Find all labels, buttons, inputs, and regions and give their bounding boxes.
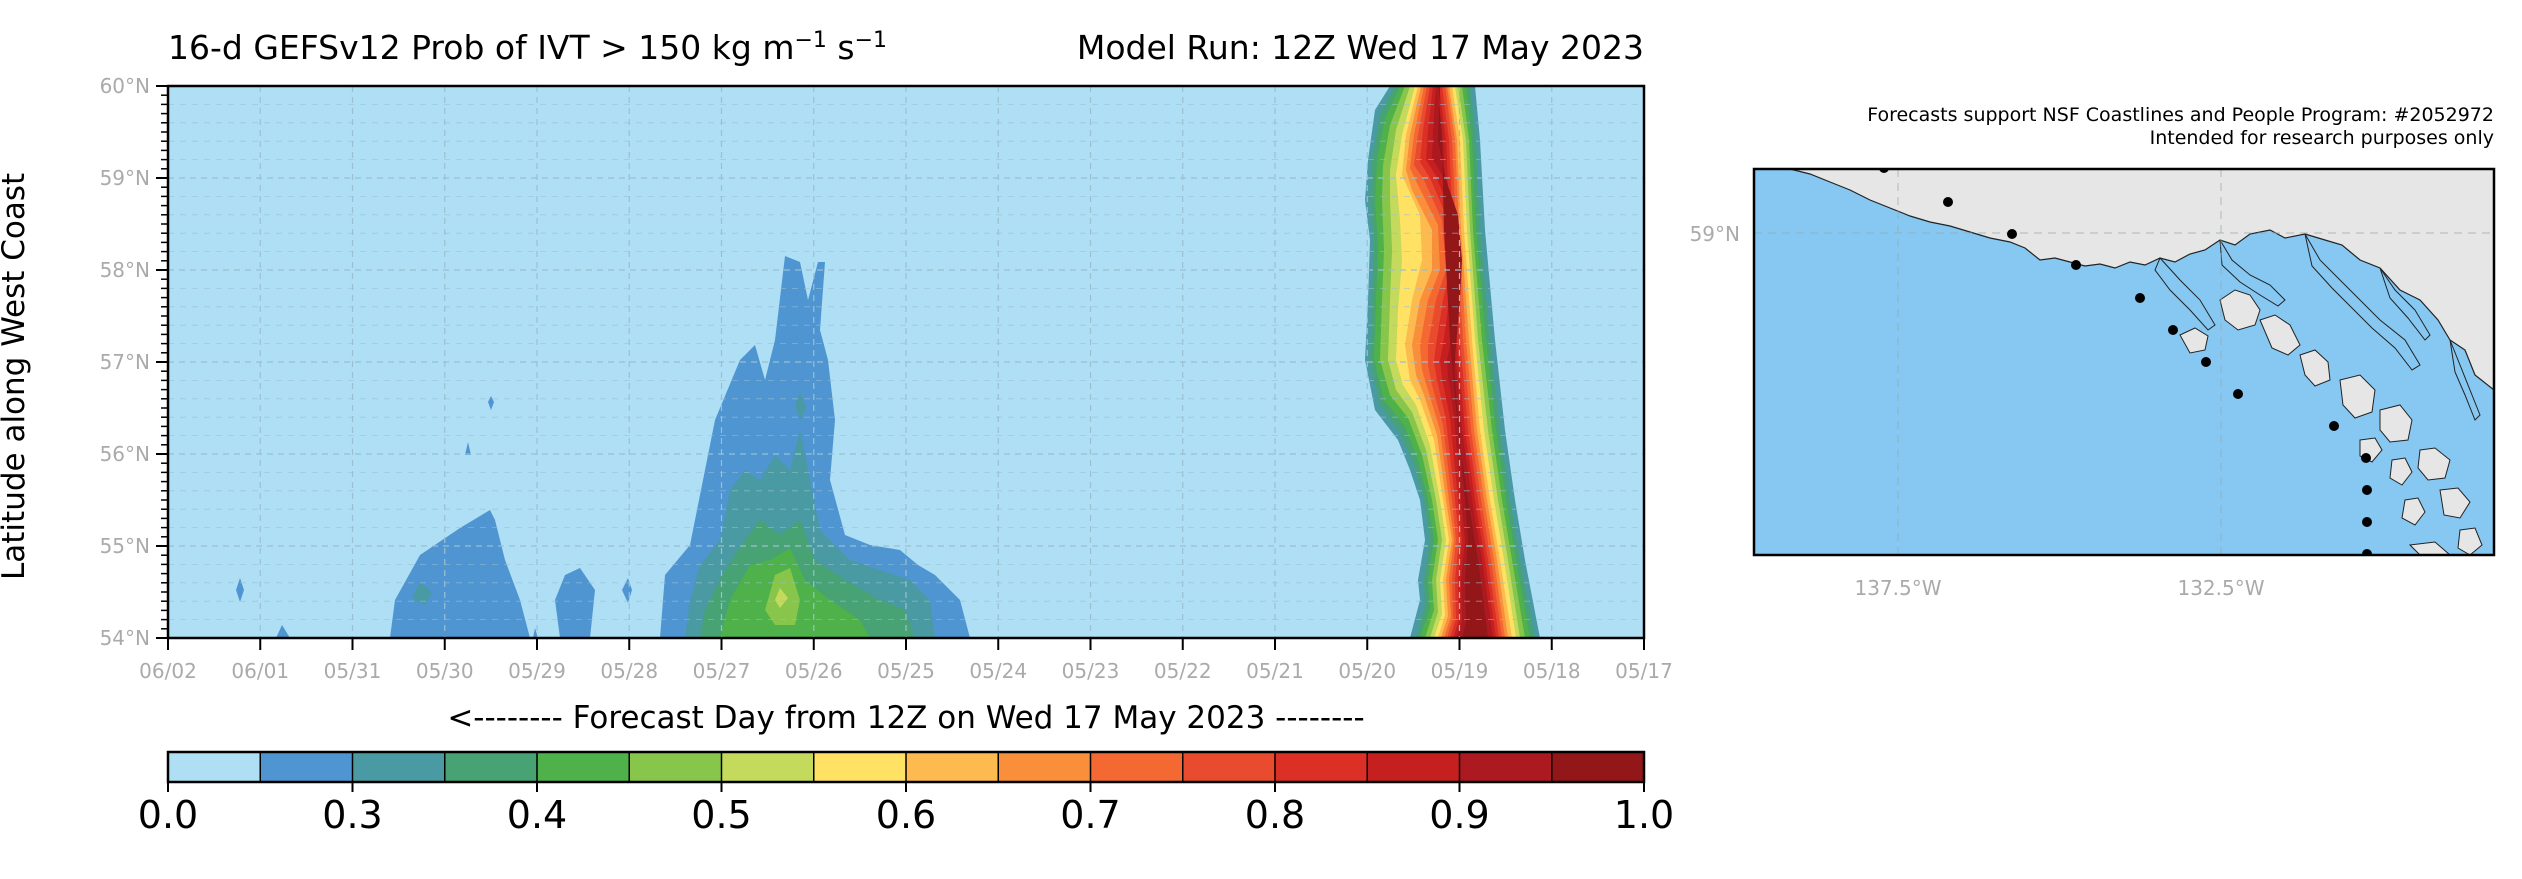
x-tick-label: 05/28 xyxy=(600,659,658,683)
colorbar-segment xyxy=(998,752,1091,782)
credit-line-1: Forecasts support NSF Coastlines and Peo… xyxy=(1867,104,2494,126)
colorbar-segment xyxy=(444,752,538,782)
y-tick-label: 58°N xyxy=(100,258,150,282)
colorbar-segment xyxy=(1459,752,1553,782)
y-tick-label: 54°N xyxy=(100,626,150,650)
x-tick-label: 05/24 xyxy=(969,659,1027,683)
prob-contour-030 xyxy=(276,625,290,638)
prob-contour-030 xyxy=(488,396,494,410)
x-tick-label: 05/27 xyxy=(693,659,751,683)
prob-contour-030 xyxy=(390,510,530,638)
map-lon-label: 137.5°W xyxy=(1854,576,1941,600)
x-tick-label: 05/21 xyxy=(1246,659,1304,683)
x-tick-label: 05/18 xyxy=(1523,659,1581,683)
colorbar-segment xyxy=(168,752,261,782)
x-tick-label: 05/30 xyxy=(416,659,474,683)
x-tick-label: 05/22 xyxy=(1154,659,1212,683)
colorbar-segment xyxy=(537,752,630,782)
colorbar-segment xyxy=(260,752,353,782)
colorbar-segment xyxy=(906,752,999,782)
colorbar-segment xyxy=(813,752,907,782)
y-axis: 54°N 55°N 56°N 57°N 58°N 59°N 60°N xyxy=(100,74,168,650)
credit-line-2: Intended for research purposes only xyxy=(2149,127,2494,149)
prob-contour-030 xyxy=(465,442,471,455)
prob-contour-035 xyxy=(412,582,432,605)
x-tick-label: 06/01 xyxy=(231,659,289,683)
x-axis-label: <-------- Forecast Day from 12Z on Wed 1… xyxy=(447,700,1365,736)
x-tick-label: 05/26 xyxy=(785,659,843,683)
prob-contour-030 xyxy=(236,578,244,602)
colorbar-tick-label: 0.0 xyxy=(138,793,198,837)
colorbar-tick-label: 1.0 xyxy=(1614,793,1674,837)
colorbar-tick-label: 0.6 xyxy=(876,793,936,837)
x-tick-label: 06/02 xyxy=(139,659,197,683)
map-inlets xyxy=(2154,233,2481,421)
colorbar-tick-label: 0.3 xyxy=(322,793,382,837)
map-lon-label: 132.5°W xyxy=(2177,576,2264,600)
locator-map: 59°N 137.5°W 132.5°W xyxy=(1690,167,2496,600)
x-tick-label: 05/29 xyxy=(508,659,566,683)
prob-contour-030 xyxy=(555,568,595,638)
x-tick-label: 05/17 xyxy=(1615,659,1673,683)
model-run-label: Model Run: 12Z Wed 17 May 2023 xyxy=(1076,28,1644,67)
y-tick-label: 57°N xyxy=(100,350,150,374)
colorbar-segment xyxy=(1090,752,1184,782)
colorbar-segment xyxy=(629,752,722,782)
colorbar-tick-label: 0.5 xyxy=(691,793,751,837)
colorbar-tick-label: 0.9 xyxy=(1429,793,1489,837)
map-frame xyxy=(1752,167,2496,557)
colorbar: 0.0 0.3 0.4 0.5 0.6 0.7 0.8 0.9 1.0 xyxy=(138,750,1674,837)
y-tick-label: 55°N xyxy=(100,534,150,558)
y-tick-label: 60°N xyxy=(100,74,150,98)
colorbar-segment xyxy=(721,752,815,782)
colorbar-segment xyxy=(1367,752,1460,782)
prob-contour-055 xyxy=(775,588,788,608)
x-axis: 06/02 06/01 05/31 05/30 05/29 05/28 05/27 05/26… xyxy=(139,638,1673,683)
x-tick-label: 05/31 xyxy=(324,659,382,683)
map-islands xyxy=(2179,289,2483,555)
colorbar-segment xyxy=(1275,752,1368,782)
x-tick-label: 05/19 xyxy=(1431,659,1489,683)
colorbar-segment xyxy=(1182,752,1276,782)
y-tick-label: 59°N xyxy=(100,166,150,190)
chart-title: 16-d GEFSv12 Prob of IVT > 150 kg m−1 s−… xyxy=(168,28,888,67)
colorbar-segment xyxy=(352,752,446,782)
map-station-points xyxy=(1879,169,2372,555)
map-lat-label: 59°N xyxy=(1690,222,1740,246)
colorbar-tick-label: 0.8 xyxy=(1245,793,1305,837)
colorbar-tick-label: 0.4 xyxy=(507,793,567,837)
x-tick-label: 05/20 xyxy=(1338,659,1396,683)
x-tick-label: 05/25 xyxy=(877,659,935,683)
prob-contour-095 xyxy=(1438,86,1488,638)
colorbar-tick-label: 0.7 xyxy=(1060,793,1120,837)
probability-chart: 54°N55°N56°N57°N58°N59°N60°N 06/02 06/01 0… xyxy=(100,74,1675,837)
y-tick-label: 56°N xyxy=(100,442,150,466)
prob-contour-030 xyxy=(533,628,538,638)
colorbar-segment xyxy=(1551,752,1645,782)
x-tick-label: 05/23 xyxy=(1062,659,1120,683)
